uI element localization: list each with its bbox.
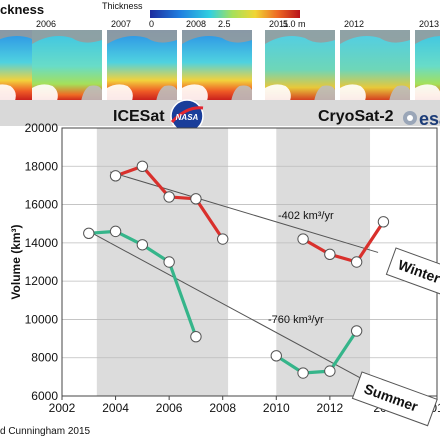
data-point-summer xyxy=(136,239,149,251)
thickness-map-thumbnail: 2012 xyxy=(340,19,410,102)
y-tick-label: 18000 xyxy=(25,159,59,173)
data-point-summer xyxy=(297,367,309,379)
colorbar-tick-2: 5.0 m xyxy=(283,19,306,29)
nasa-logo: NASA xyxy=(170,99,204,133)
mission-band: ICESat NASA CryoSat-2 esa xyxy=(0,99,440,133)
esa-logo: esa xyxy=(403,109,440,129)
colorbar xyxy=(150,10,300,18)
series-line-winter xyxy=(302,220,385,264)
series-line-summer xyxy=(275,330,358,375)
thumbnail-year-label: 2012 xyxy=(344,19,364,29)
thumbnail-year-label: 2007 xyxy=(111,19,131,29)
mission-band-bg xyxy=(0,100,440,126)
y-tick-label: 6000 xyxy=(31,389,58,403)
y-axis-title: Volume (km³) xyxy=(9,224,23,299)
credit-text: d Cunningham 2015 xyxy=(0,426,91,437)
thickness-map-thumbnail: 2011 xyxy=(265,19,335,102)
colorbar-tick-0: 0 xyxy=(149,19,154,29)
mission-band-icesat xyxy=(96,128,229,396)
data-point-winter xyxy=(190,193,202,205)
thickness-map-thumbnail: 2008 xyxy=(182,19,252,102)
y-tick-label: 12000 xyxy=(25,274,59,288)
thickness-map-thumbnail: 2013 xyxy=(415,19,440,102)
colorbar-tick-1: 2.5 xyxy=(218,19,231,29)
data-point-summer xyxy=(324,365,336,377)
thumbnail-year-label: 2008 xyxy=(186,19,206,29)
data-point-winter xyxy=(109,170,122,182)
x-tick-label: 2004 xyxy=(102,401,129,415)
data-point-summer xyxy=(270,350,282,362)
data-point-winter xyxy=(324,248,336,261)
nasa-logo-text: NASA xyxy=(176,113,199,122)
data-point-summer xyxy=(109,225,122,238)
y-tick-label: 20000 xyxy=(25,121,59,135)
x-tick-label: 2006 xyxy=(156,401,183,415)
thumbnail-year-label: 2011 xyxy=(269,19,288,29)
y-tick-label: 10000 xyxy=(25,312,59,326)
y-tick-label: 8000 xyxy=(31,351,58,365)
data-point-summer xyxy=(83,227,95,239)
x-tick-label: 2002 xyxy=(49,401,76,415)
chart: 6000 8000 10000 12000 14000 16000 18000 20000 20… xyxy=(9,121,440,427)
data-point-summer xyxy=(350,325,363,337)
trend-line-summer xyxy=(88,230,363,380)
data-point-winter xyxy=(350,256,363,268)
y-tick-label: 16000 xyxy=(25,198,59,212)
x-tick-label: 2008 xyxy=(209,401,236,415)
trend-label-winter: -402 km³/yr xyxy=(278,210,334,222)
esa-logo-text: esa xyxy=(419,109,440,129)
x-tick-label: 2010 xyxy=(263,401,290,415)
cryosat-label: CryoSat-2 xyxy=(318,108,394,125)
data-point-winter xyxy=(217,233,229,245)
thumbnail-year-label: 2006 xyxy=(36,19,56,29)
series-label-summer-box: Summer xyxy=(351,371,438,427)
data-point-winter xyxy=(377,216,390,228)
header-strip: ckness Thickness 0 2.5 5.0 m 2006 2007 200… xyxy=(0,1,440,102)
icesat-label: ICESat xyxy=(113,108,165,125)
data-point-winter xyxy=(297,233,309,245)
colorbar-label: Thickness xyxy=(102,1,143,11)
x-tick-label: 2012 xyxy=(317,401,344,415)
data-point-winter xyxy=(136,160,149,172)
trend-line-winter xyxy=(110,171,379,253)
thickness-map-thumbnail: 2007 xyxy=(107,19,177,102)
data-point-summer xyxy=(163,256,175,268)
y-tick-label: 14000 xyxy=(25,236,59,250)
thumbnail-year-label: 2013 xyxy=(419,19,439,29)
thickness-map-thumbnail: 2006 xyxy=(32,19,102,102)
data-point-summer xyxy=(190,330,202,343)
header-title: ckness xyxy=(0,2,44,17)
series-label-winter-box: Winter xyxy=(385,247,440,299)
data-point-winter xyxy=(163,191,175,203)
trend-label-summer: -760 km³/yr xyxy=(268,314,324,326)
plot-frame xyxy=(61,127,438,397)
